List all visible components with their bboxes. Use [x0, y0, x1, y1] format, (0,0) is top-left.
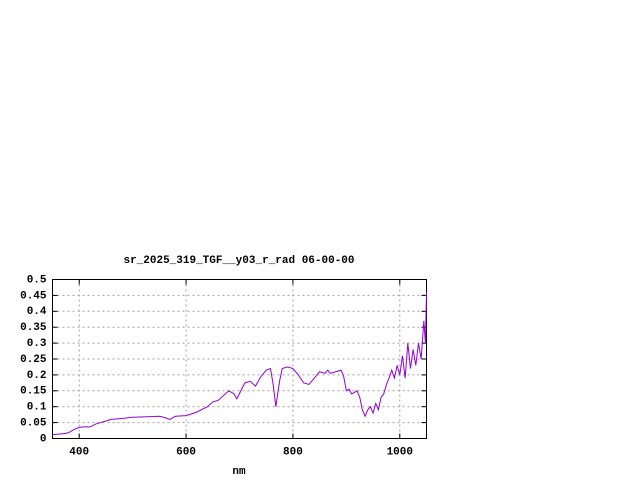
- x-tick-label: 400: [69, 446, 89, 458]
- x-tick-label: 600: [176, 446, 196, 458]
- y-tick-label: 0.25: [20, 354, 47, 366]
- y-tick-label: 0.15: [20, 386, 47, 398]
- y-tick-label: 0.35: [20, 322, 47, 334]
- y-tick-label: 0.1: [27, 402, 47, 414]
- y-tick-label: 0.5: [27, 274, 47, 286]
- x-axis-label: nm: [232, 466, 246, 478]
- y-tick-label: 0.2: [27, 370, 47, 382]
- y-tick-label: 0.45: [20, 290, 47, 302]
- y-tick-label: 0: [40, 433, 47, 445]
- y-tick-label: 0.05: [20, 418, 47, 430]
- chart-title: sr_2025_319_TGF__y03_r_rad 06-00-00: [123, 255, 354, 267]
- x-tick-label: 1000: [387, 446, 413, 458]
- y-tick-label: 0.3: [27, 338, 47, 350]
- x-tick-label: 800: [283, 446, 303, 458]
- y-tick-label: 0.4: [27, 306, 47, 318]
- data-line: [52, 292, 427, 436]
- plot-border: [52, 279, 427, 439]
